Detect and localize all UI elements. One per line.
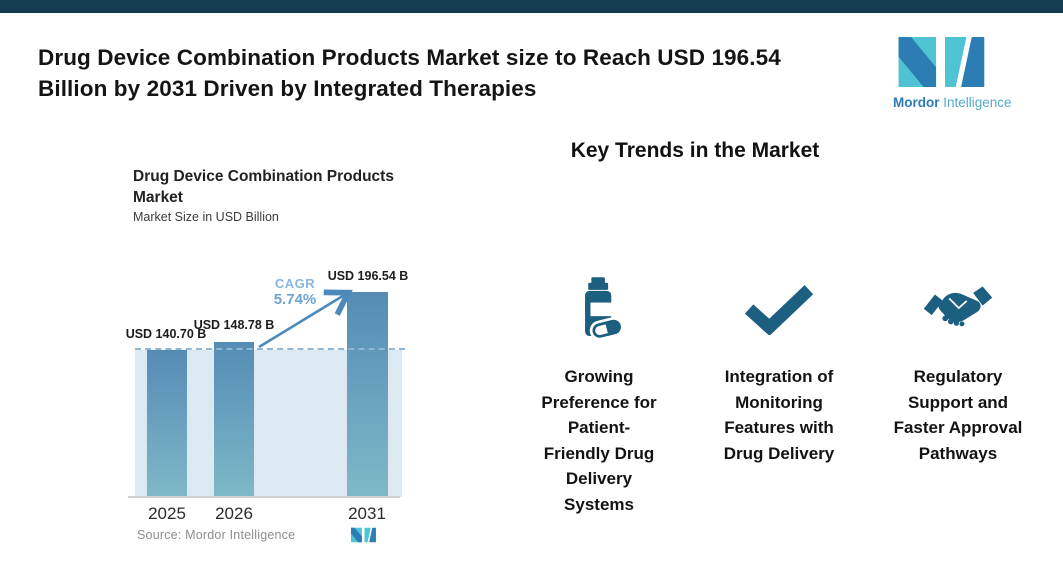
trend-item-regulatory: Regulatory Support and Faster Approval P… — [864, 252, 1052, 466]
trend-label-monitoring: Integration of Monitoring Features with … — [723, 367, 835, 463]
brand-word-mordor: Mordor — [893, 95, 940, 110]
chart-subtitle: Market Size in USD Billion — [133, 210, 279, 224]
x-axis-line — [128, 496, 400, 498]
mordor-logo-icon — [898, 37, 985, 87]
bar-2025 — [147, 350, 187, 497]
chart-mordor-logo-icon — [351, 527, 376, 543]
trend-label-drug-delivery: Growing Preference for Patient- Friendly… — [541, 367, 657, 514]
x-tick-2026: 2026 — [215, 504, 253, 523]
bar-value-label-2031: USD 196.54 B — [327, 269, 409, 283]
pill-bottle-icon — [584, 277, 623, 339]
bar-value-label-2026: USD 148.78 B — [193, 318, 275, 332]
brand-logo: Mordor Intelligence — [893, 37, 1012, 110]
page-title: Drug Device Combination Products Market … — [38, 45, 781, 101]
trend-label-regulatory: Regulatory Support and Faster Approval P… — [893, 367, 1023, 463]
growth-arrow-icon — [258, 289, 353, 349]
source-caption: Source: Mordor Intelligence — [137, 528, 296, 542]
bar-value-label-2025: USD 140.70 B — [125, 327, 207, 341]
chart-title: Drug Device Combination Products Market — [133, 168, 394, 206]
trend-item-monitoring: Integration of Monitoring Features with … — [686, 252, 872, 466]
top-accent-bar — [0, 0, 1063, 13]
bar-2026 — [214, 342, 254, 497]
checkmark-icon — [744, 285, 814, 335]
bar-2031 — [347, 292, 388, 497]
handshake-icon — [923, 286, 993, 327]
trends-heading: Key Trends in the Market — [570, 139, 820, 162]
brand-wordmark: Mordor Intelligence — [893, 95, 1012, 110]
cagr-annotation: CAGR 5.74% — [253, 276, 337, 308]
x-tick-2031: 2031 — [348, 504, 386, 523]
trend-item-drug-delivery: Growing Preference for Patient- Friendly… — [505, 252, 693, 517]
x-tick-2025: 2025 — [148, 504, 186, 523]
cagr-value: 5.74% — [273, 291, 317, 308]
cagr-label: CAGR — [274, 276, 316, 291]
reference-dashed-line — [135, 348, 405, 350]
